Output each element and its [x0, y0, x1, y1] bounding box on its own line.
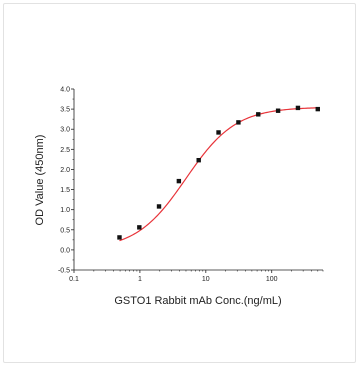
- x-tick-label: 10: [202, 276, 210, 283]
- plot-area: -0.5 0.0 0.5 1.0 1.5 2.0 2.5 3.0 3.5 4.0 0.1 1 10 10…: [58, 87, 324, 283]
- data-point: [216, 130, 221, 135]
- data-point: [196, 157, 201, 163]
- y-tick-label: 0.5: [60, 227, 70, 234]
- data-point: [176, 178, 182, 184]
- y-tick-label: 1.5: [60, 187, 70, 194]
- fit-curve: [119, 107, 318, 242]
- y-tick-label: 4.0: [60, 87, 70, 94]
- y-tick-label: 2.0: [60, 167, 70, 174]
- x-axis-label: GSTO1 Rabbit mAb Conc.(ng/mL): [114, 295, 281, 307]
- data-point: [236, 120, 241, 125]
- data-point: [117, 235, 122, 240]
- y-axis-ticks: -0.5 0.0 0.5 1.0 1.5 2.0 2.5 3.0 3.5 4.0: [58, 87, 74, 275]
- data-points: [117, 105, 320, 240]
- x-tick-label: 100: [266, 276, 278, 283]
- x-tick-label: 0.1: [69, 276, 79, 283]
- x-axis-ticks: 0.1 1 10 100: [69, 270, 324, 283]
- y-tick-label: 3.0: [60, 127, 70, 134]
- data-point: [256, 112, 261, 117]
- y-tick-label: 3.5: [60, 107, 70, 114]
- y-tick-label: 1.0: [60, 207, 70, 214]
- data-point: [156, 204, 162, 209]
- y-tick-label: -0.5: [58, 268, 70, 275]
- data-point: [137, 225, 142, 230]
- y-tick-label: 2.5: [60, 147, 70, 154]
- data-point: [295, 105, 301, 111]
- y-axis-label: OD Value (450nm): [34, 135, 46, 226]
- data-point: [275, 108, 281, 113]
- x-tick-label: 1: [138, 276, 142, 283]
- y-tick-label: 0.0: [60, 247, 70, 254]
- data-point: [315, 106, 320, 112]
